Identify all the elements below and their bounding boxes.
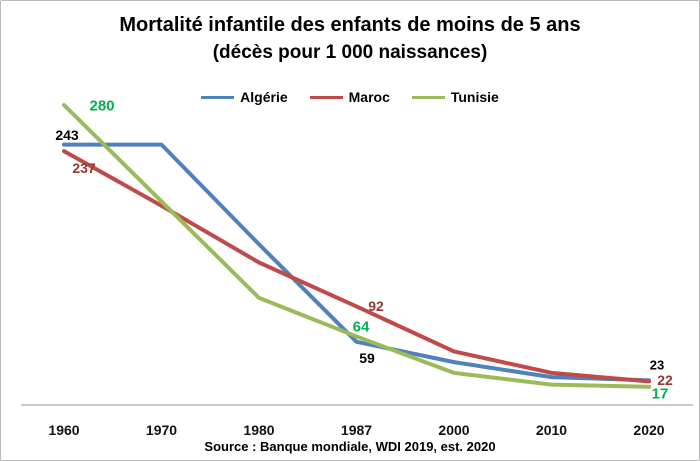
x-axis-label-1987: 1987	[340, 422, 373, 438]
legend-line-swatch	[309, 95, 343, 99]
data-label-tunisie-280: 280	[89, 97, 115, 115]
x-axis-label-2020: 2020	[633, 422, 665, 438]
series-line-algérie	[62, 142, 651, 383]
source-note: Source : Banque mondiale, WDI 2019, est.…	[204, 439, 496, 454]
legend: Algérie Maroc Tunisie	[1, 89, 699, 105]
chart-title-line1: Mortalité infantile des enfants de moins…	[119, 14, 581, 36]
data-label-tunisie-17: 17	[651, 385, 669, 403]
legend-label: Algérie	[240, 89, 288, 105]
legend-item-algérie: Algérie	[201, 89, 288, 105]
x-axis-label-1960: 1960	[48, 422, 80, 438]
series-line-tunisie	[62, 103, 651, 389]
x-axis-label-1970: 1970	[145, 422, 178, 438]
series-line-maroc	[62, 149, 651, 384]
chart-title-line2: (décès pour 1 000 naissances)	[212, 42, 488, 63]
x-axis-label-1980: 1980	[243, 422, 275, 438]
x-axis-label-2000: 2000	[438, 422, 470, 438]
data-label-algérie-243: 243	[55, 127, 79, 143]
legend-item-maroc: Maroc	[309, 89, 390, 105]
data-label-algérie-23: 23	[649, 357, 665, 373]
chart-title: Mortalité infantile des enfants de moins…	[1, 12, 699, 66]
legend-item-tunisie: Tunisie	[411, 89, 499, 105]
legend-line-swatch	[201, 95, 235, 99]
data-label-maroc-22: 22	[657, 372, 673, 388]
data-label-tunisie-64: 64	[352, 318, 370, 336]
legend-line-swatch	[411, 95, 445, 99]
x-axis-label-2010: 2010	[535, 422, 568, 438]
legend-label: Tunisie	[450, 89, 499, 105]
data-label-algérie-59: 59	[359, 350, 375, 366]
legend-label: Maroc	[348, 89, 390, 105]
data-label-maroc-237: 237	[72, 160, 96, 176]
data-label-maroc-92: 92	[368, 298, 384, 314]
